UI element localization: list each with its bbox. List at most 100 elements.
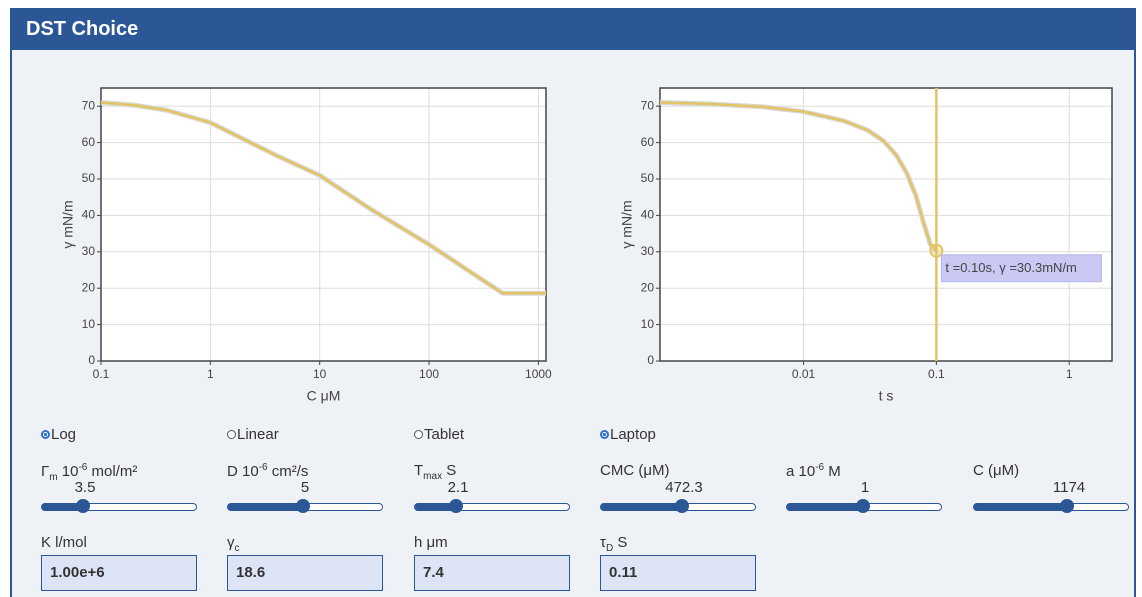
label-part: 10 (57, 463, 79, 480)
y-tick-label: 50 (82, 171, 96, 185)
y-tick-label: 0 (88, 353, 95, 367)
slider-fill (415, 503, 456, 511)
label-part: τ (600, 534, 606, 551)
slider-value: 3.5 (74, 479, 96, 496)
text-input[interactable]: 1.00e+6 (41, 555, 197, 591)
y-tick-label: 40 (82, 208, 96, 222)
slider-track[interactable] (414, 499, 570, 513)
slider-track[interactable] (973, 499, 1129, 513)
slider-fill (42, 503, 83, 511)
y-tick-label: 30 (82, 244, 96, 258)
x-tick-label: 0.1 (928, 367, 945, 381)
label-part: a 10 (786, 463, 816, 480)
slider-value: 5 (300, 479, 310, 496)
slider-track[interactable] (600, 499, 756, 513)
label-part: S (442, 462, 457, 479)
y-axis-label: γ mN/m (619, 200, 635, 248)
slider-fill (787, 503, 863, 511)
slider-thumb[interactable] (449, 499, 463, 513)
input-label: τD S (600, 534, 627, 554)
plot-area (660, 88, 1112, 361)
text-input[interactable]: 18.6 (227, 555, 383, 591)
panel-title: DST Choice (10, 8, 1136, 50)
y-axis-label: γ mN/m (60, 200, 76, 248)
plot-border (659, 87, 1113, 362)
slider-label: CMC (μM) (600, 462, 669, 479)
slider-fill (601, 503, 682, 511)
label-part: c (234, 543, 240, 554)
slider-label: a 10-6 M (786, 462, 841, 480)
x-tick-label: 10 (313, 367, 327, 381)
input-label: h μm (414, 534, 448, 551)
x-tick-label: 100 (419, 367, 439, 381)
radio-option[interactable]: Linear (227, 426, 279, 443)
x-tick-label: 0.1 (93, 367, 110, 381)
label-part: D 10 (227, 463, 259, 480)
x-tick-label: 1 (1066, 367, 1073, 381)
y-tick-label: 60 (641, 135, 655, 149)
slider-thumb[interactable] (856, 499, 870, 513)
plot-area (101, 88, 546, 361)
y-tick-label: 30 (641, 244, 655, 258)
text-input[interactable]: 7.4 (414, 555, 570, 591)
slider-thumb[interactable] (1060, 499, 1074, 513)
y-tick-label: 10 (641, 317, 655, 331)
line (659, 101, 938, 252)
label-part: -6 (815, 462, 825, 473)
label-part: h μm (414, 534, 448, 551)
radio-option[interactable]: Log (41, 426, 76, 443)
slider-label: Tmax S (414, 462, 456, 482)
slider-track[interactable] (227, 499, 383, 513)
y-tick-label: 60 (82, 135, 96, 149)
slider-thumb[interactable] (296, 499, 310, 513)
slider-thumb[interactable] (76, 499, 90, 513)
charts: 0 10 20 30 40 50 60 70 0.1 1 10 100 1000 C μM γ mN/m 0 1… (60, 87, 1113, 404)
x-axis-label: t s (879, 388, 894, 404)
slider-value: 472.3 (665, 479, 703, 496)
tooltip-text: t =0.10s, γ =30.3mN/m (945, 260, 1077, 275)
y-tick-label: 20 (82, 280, 96, 294)
y-tick-label: 70 (82, 98, 96, 112)
y-tick-label: 50 (641, 171, 655, 185)
slider-fill (228, 503, 303, 511)
radio-option[interactable]: Laptop (600, 426, 656, 443)
slider-value: 2.1 (447, 479, 469, 496)
cursor-point (929, 243, 944, 258)
y-tick-label: 40 (641, 208, 655, 222)
y-tick-label: 0 (647, 353, 654, 367)
label-part: max (423, 471, 443, 482)
label-part: S (613, 534, 628, 551)
plot-border (100, 87, 547, 362)
slider-track[interactable] (786, 499, 942, 513)
y-tick-label: 10 (82, 317, 96, 331)
slider-thumb[interactable] (675, 499, 689, 513)
label-part: -6 (258, 462, 268, 473)
slider-value: 1 (860, 479, 870, 496)
label-part: T (414, 462, 424, 479)
slider-label: D 10-6 cm²/s (227, 462, 308, 480)
slider-fill (974, 503, 1067, 511)
label-part: cm²/s (267, 463, 309, 480)
slider-value: 1174 (1052, 479, 1086, 496)
x-tick-label: 1 (207, 367, 214, 381)
label-part: Γ (41, 463, 50, 480)
y-tick-label: 20 (641, 280, 655, 294)
label-part: K l/mol (41, 534, 87, 551)
input-label: γc (227, 534, 240, 554)
text-input[interactable]: 0.11 (600, 555, 756, 591)
label-part: mol/m² (87, 463, 138, 480)
slider-track[interactable] (41, 499, 197, 513)
label-part: D (605, 543, 614, 554)
label-part: -6 (78, 462, 88, 473)
label-part: γ (227, 534, 235, 551)
radio-option[interactable]: Tablet (414, 426, 464, 443)
x-tick-label: 1000 (525, 367, 552, 381)
slider-label: Γm 10-6 mol/m² (41, 462, 137, 483)
x-axis-label: C μM (307, 388, 341, 404)
label-part: CMC (μM) (600, 462, 670, 479)
label-part: C (μM) (973, 462, 1020, 479)
label-part: m (49, 472, 58, 483)
y-tick-label: 70 (641, 98, 655, 112)
tooltip-box (940, 254, 1102, 283)
